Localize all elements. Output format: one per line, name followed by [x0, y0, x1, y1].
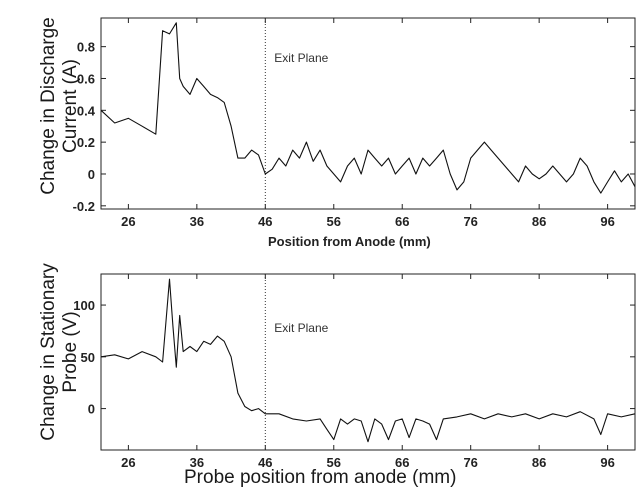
x-tick-label-bottom: 36	[190, 455, 204, 470]
plot-frame-bottom	[100, 273, 636, 451]
data-line-top	[100, 22, 636, 194]
y-tick-label-top: 0.4	[77, 103, 96, 118]
x-tick-label-top: 46	[258, 214, 272, 229]
y-tick-label-bottom: 100	[73, 298, 95, 313]
x-tick-label-top: 36	[190, 214, 204, 229]
x-tick-label-bottom: 26	[121, 455, 135, 470]
x-tick-label-top: 26	[121, 214, 135, 229]
y-axis-label-bottom: Change in Stationary Probe (V)	[38, 263, 81, 441]
y-tick-label-bottom: 0	[88, 402, 95, 417]
x-tick-label-top: 56	[327, 214, 341, 229]
y-tick-label-top: 0.6	[77, 71, 95, 86]
x-tick-label-bottom: 96	[600, 455, 614, 470]
x-tick-label-bottom: 86	[532, 455, 546, 470]
x-tick-label-bottom: 76	[463, 455, 477, 470]
x-tick-label-top: 86	[532, 214, 546, 229]
x-tick-label-bottom: 46	[258, 455, 272, 470]
x-axis-label-top: Position from Anode (mm)	[268, 234, 431, 249]
x-tick-label-top: 66	[395, 214, 409, 229]
y-tick-label-top: 0	[88, 167, 95, 182]
exit-plane-label-bottom: Exit Plane	[274, 321, 328, 335]
x-tick-label-top: 96	[600, 214, 614, 229]
y-axis-label-top: Change in Discharge Current (A)	[38, 17, 81, 195]
y-tick-label-top: -0.2	[73, 199, 95, 214]
x-tick-label-bottom: 66	[395, 455, 409, 470]
y-tick-label-top: 0.2	[77, 135, 95, 150]
y-tick-label-bottom: 50	[81, 350, 95, 365]
y-tick-label-top: 0.8	[77, 40, 95, 55]
plot-frame-top	[100, 17, 636, 210]
exit-plane-label-top: Exit Plane	[274, 51, 328, 65]
x-tick-label-top: 76	[463, 214, 477, 229]
x-axis-label-bottom: Probe position from anode (mm)	[184, 467, 457, 488]
data-line-bottom	[100, 278, 636, 443]
x-tick-label-bottom: 56	[327, 455, 341, 470]
